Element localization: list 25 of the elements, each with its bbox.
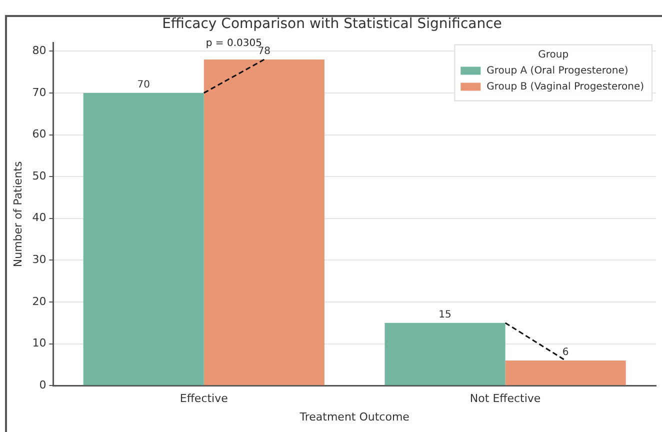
bar: [384, 322, 506, 386]
legend-title: Group: [538, 49, 569, 60]
y-tick-label: 0: [39, 378, 46, 392]
y-tick-label: 60: [32, 128, 46, 141]
data-label: 15: [438, 309, 452, 320]
x-axis-title: Treatment Outcome: [298, 410, 410, 424]
bar: [204, 60, 324, 386]
y-tick-label: 10: [32, 336, 46, 350]
x-tick-label: Not Effective: [470, 392, 541, 406]
y-tick-label: 70: [32, 86, 46, 99]
bar: [83, 92, 204, 386]
x-tick-label: Effective: [180, 392, 228, 406]
bar: [505, 360, 626, 386]
legend-label: Group B (Vaginal Progesterone): [486, 81, 644, 92]
data-label: 70: [137, 80, 150, 91]
legend-label: Group A (Oral Progesterone): [486, 65, 628, 76]
y-tick-label: 80: [32, 44, 46, 58]
y-tick-label: 20: [32, 294, 46, 308]
y-tick-label: 50: [32, 169, 46, 182]
data-label: 78: [258, 46, 271, 58]
chart-title: Efficacy Comparison with Statistical Significance: [162, 16, 502, 32]
y-tick-label: 30: [32, 253, 46, 266]
y-axis-title: Number of Patients: [11, 161, 24, 268]
y-tick-label: 40: [32, 211, 46, 224]
data-label: 6: [562, 347, 569, 358]
